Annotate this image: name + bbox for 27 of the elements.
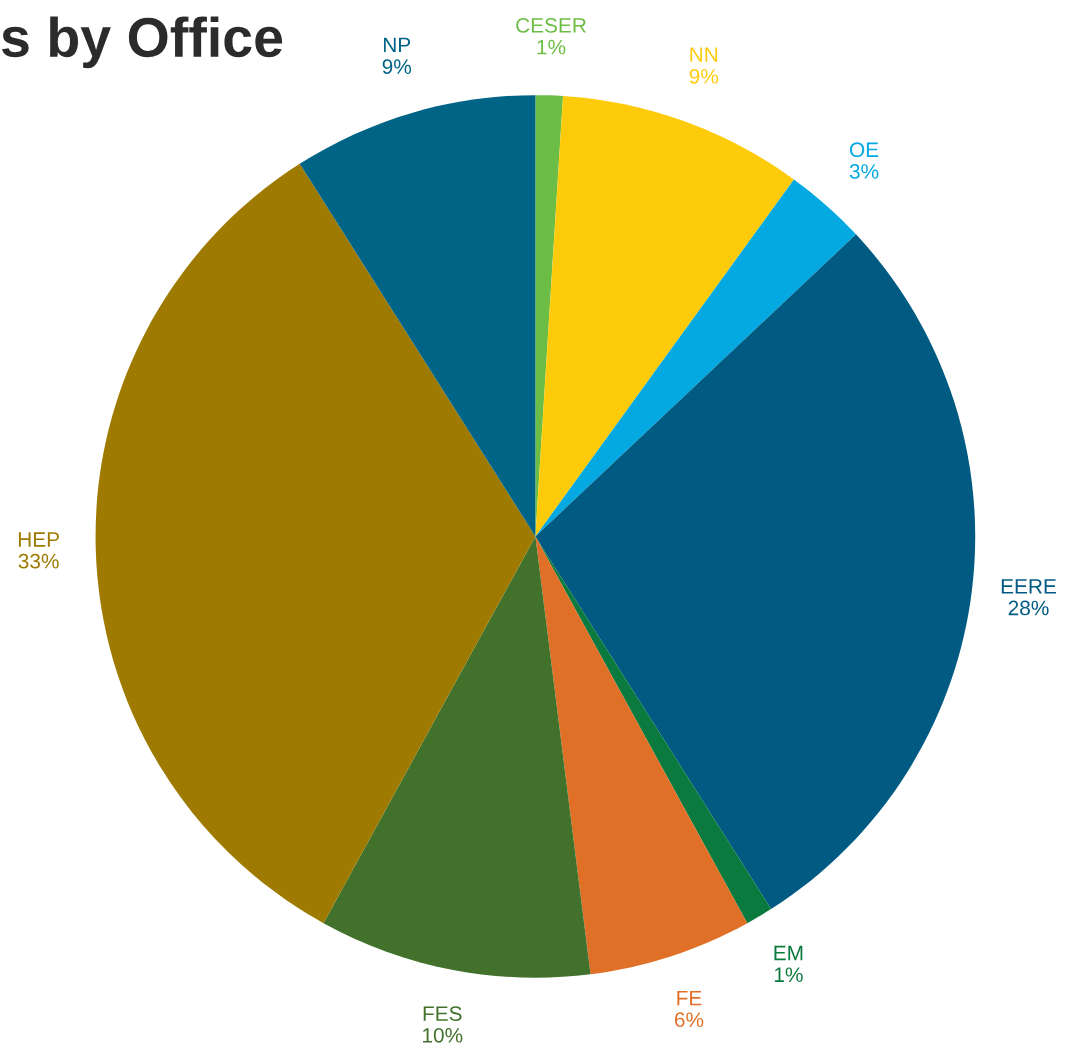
- data-label: 1%: [774, 967, 803, 982]
- chart-title: s by Office: [1, 16, 283, 69]
- slice-label: FE: [677, 990, 702, 1006]
- slice-label: CESER: [516, 18, 586, 33]
- data-label: 6%: [674, 1012, 704, 1028]
- pie-slice: [323, 536, 591, 978]
- data-label: 9%: [382, 59, 412, 74]
- data-label: 33%: [18, 553, 59, 569]
- slice-label: EM: [774, 945, 803, 961]
- slice-label: OE: [850, 142, 879, 158]
- data-label: 10%: [423, 1027, 463, 1043]
- pie-slice: [535, 536, 748, 975]
- slice-label: NP: [383, 37, 411, 53]
- pie-slice: [535, 96, 794, 537]
- pie-slice: [535, 95, 564, 537]
- pie-slice: [535, 234, 976, 910]
- pie-slice: [535, 179, 857, 537]
- data-label: 3%: [849, 164, 879, 179]
- slice-label: EERE: [1001, 579, 1056, 594]
- data-label: 1%: [537, 39, 566, 55]
- data-label: 9%: [689, 68, 719, 84]
- pie-slice: [95, 163, 536, 924]
- pie-slice: [299, 95, 536, 537]
- data-label: 28%: [1008, 600, 1049, 616]
- slice-label: FES: [423, 1006, 462, 1022]
- slice-label: NN: [690, 47, 718, 62]
- slice-label: HEP: [18, 532, 59, 547]
